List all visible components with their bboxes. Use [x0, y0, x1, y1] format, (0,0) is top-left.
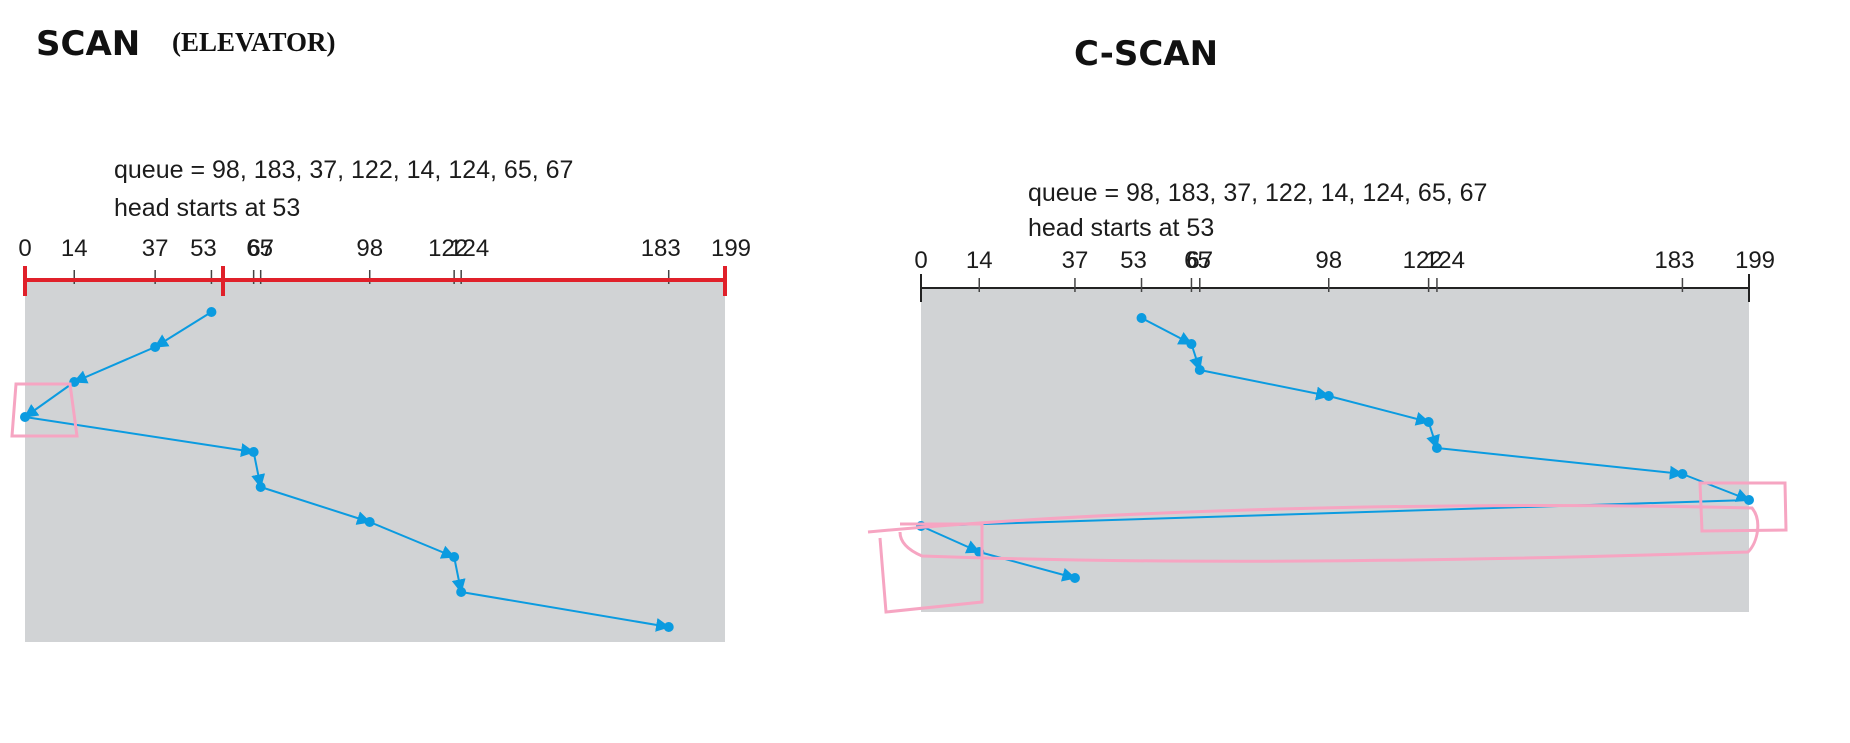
scan-segment-14-to-0	[23, 381, 75, 418]
cscan-point-122	[1423, 417, 1434, 427]
cscan-segment-53-to-65	[1141, 317, 1193, 345]
scan-point-124	[456, 587, 467, 597]
cscan-segment-67-to-98	[1199, 369, 1331, 401]
cscan-head-text: head starts at 53	[1028, 214, 1215, 242]
scan-segment-65-to-67	[251, 451, 266, 489]
scan-tick-label-122: 122	[428, 235, 468, 262]
scan-segment-67-to-98	[260, 486, 372, 525]
cscan-segment-0-to-14	[920, 525, 981, 554]
scan-segment-124-to-183	[461, 591, 671, 632]
cscan-tick-label-183: 183	[1654, 247, 1694, 274]
cscan-point-124	[1431, 443, 1442, 453]
cscan-point-199	[1744, 495, 1754, 505]
scan-subtitle: (ELEVATOR)	[172, 27, 336, 57]
cscan-point-65	[1186, 339, 1197, 349]
scan-point-183	[663, 622, 674, 632]
cscan-queue-text: queue = 98, 183, 37, 122, 14, 124, 65, 6…	[1028, 179, 1488, 207]
scan-tick-label-67: 67	[247, 235, 274, 262]
scan-point-14	[69, 377, 80, 387]
scan-point-122	[449, 552, 460, 562]
cscan-tick-label-53: 53	[1120, 247, 1147, 274]
scan-annotation-box	[10, 382, 79, 438]
scan-tick-label-53: 53	[190, 235, 217, 262]
cscan-tick-label-65: 65	[1184, 247, 1211, 274]
scan-tick-label-199: 199	[711, 235, 751, 262]
scan-point-0	[20, 412, 30, 422]
scan-head-path	[20, 307, 674, 632]
cscan-title: C-SCAN	[1074, 34, 1219, 74]
cscan-point-98	[1323, 391, 1334, 401]
cscan-tick-label-122: 122	[1403, 247, 1443, 274]
scan-tick-label-65: 65	[246, 235, 273, 262]
cscan-tick-label-98: 98	[1315, 247, 1342, 274]
scan-segment-53-to-37	[153, 311, 212, 348]
cscan-segment-98-to-122	[1328, 395, 1430, 426]
cscan-tick-label-0: 0	[914, 247, 927, 274]
cscan-point-37	[1069, 573, 1080, 583]
scan-segment-122-to-124	[451, 556, 466, 594]
cscan-point-183	[1677, 469, 1688, 479]
cscan-segment-14-to-37	[978, 551, 1077, 582]
cscan-point-67	[1194, 365, 1205, 375]
cscan-tick-label-14: 14	[966, 247, 993, 274]
cscan-annotation-box-high	[1698, 481, 1788, 533]
cscan-tick-label-67: 67	[1186, 247, 1213, 274]
scan-tick-label-14: 14	[61, 235, 88, 262]
scan-tick-label-37: 37	[142, 235, 169, 262]
scan-panel	[25, 280, 725, 642]
scan-segment-37-to-14	[72, 346, 156, 384]
cscan-point-53	[1136, 313, 1147, 323]
scan-title: SCAN	[36, 24, 141, 64]
cscan-segment-183-to-199	[1682, 473, 1751, 502]
scan-tick-label-98: 98	[356, 235, 383, 262]
scan-segment-98-to-122	[369, 521, 456, 559]
cscan-panel	[921, 288, 1749, 612]
scan-point-37	[150, 342, 161, 352]
scan-point-65	[248, 447, 259, 457]
scan-segment-0-to-65	[24, 416, 256, 458]
scan-tick-label-183: 183	[641, 235, 681, 262]
scan-head-text: head starts at 53	[114, 194, 301, 222]
scan-tick-label-0: 0	[18, 235, 31, 262]
cscan-tick-label-37: 37	[1062, 247, 1089, 274]
cscan-segment-124-to-183	[1436, 447, 1684, 480]
scan-tick-label-124: 124	[449, 235, 489, 262]
cscan-tick-label-124: 124	[1425, 247, 1465, 274]
scan-queue-text: queue = 98, 183, 37, 122, 14, 124, 65, 6…	[114, 156, 574, 184]
scan-point-67	[255, 482, 266, 492]
scan-point-53	[206, 307, 217, 317]
scan-point-98	[364, 517, 375, 527]
cscan-tick-label-199: 199	[1735, 247, 1775, 274]
cscan-annotation-sweep	[867, 504, 1760, 563]
